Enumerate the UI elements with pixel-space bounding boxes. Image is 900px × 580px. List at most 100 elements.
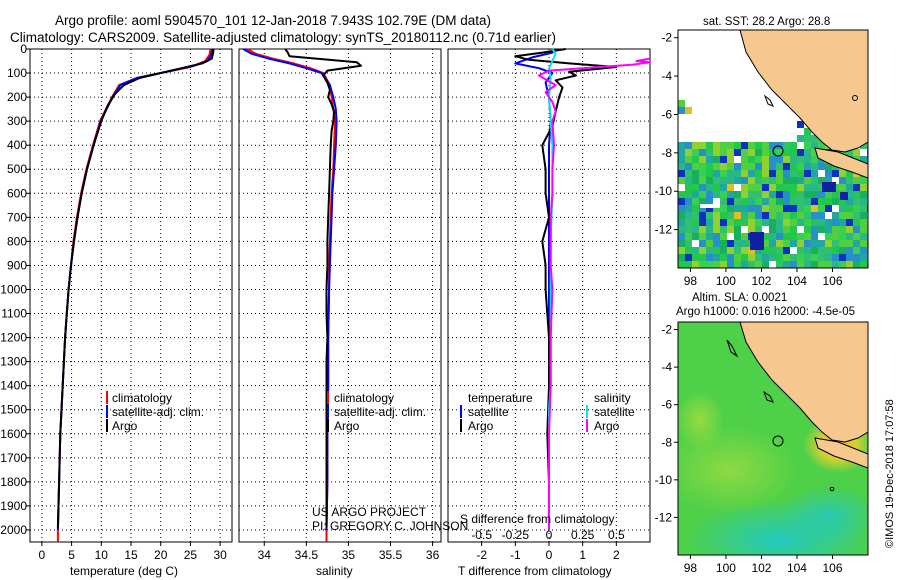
- x-tick-label: 35.5: [379, 548, 403, 562]
- sst-pixel: [706, 149, 713, 156]
- map-y-tick-label: -12: [655, 510, 673, 524]
- sst-pixel: [797, 163, 804, 170]
- sst-pixel: [853, 261, 860, 268]
- y-tick-label: 300: [7, 114, 27, 128]
- sst-pixel: [706, 156, 713, 163]
- sst-pixel: [811, 177, 818, 184]
- sst-pixel: [853, 184, 860, 191]
- sst-anomaly-patch: [822, 182, 836, 192]
- sumatra-landmass: [739, 322, 868, 443]
- sst-pixel: [741, 247, 748, 254]
- sst-pixel: [755, 177, 762, 184]
- sst-pixel: [685, 226, 692, 233]
- sst-pixel: [706, 163, 713, 170]
- sst-pixel: [832, 240, 839, 247]
- legend-title-salinity: salinity: [594, 391, 631, 405]
- sst-pixel: [741, 198, 748, 205]
- sst-pixel: [762, 177, 769, 184]
- series-line-satellite-adj-clim-: [242, 48, 338, 531]
- sst-pixel: [790, 184, 797, 191]
- sst-pixel: [776, 142, 783, 149]
- map-x-tick-label: 98: [684, 561, 698, 575]
- sst-pixel: [699, 156, 706, 163]
- sst-pixel: [762, 184, 769, 191]
- sst-pixel: [734, 219, 741, 226]
- map-y-tick-label: -6: [661, 107, 672, 121]
- sst-pixel: [853, 212, 860, 219]
- sst-pixel: [762, 219, 769, 226]
- sst-pixel: [790, 219, 797, 226]
- sst-pixel: [818, 142, 825, 149]
- sst-pixel: [818, 226, 825, 233]
- sst-pixel: [720, 149, 727, 156]
- sst-pixel: [762, 198, 769, 205]
- sst-pixel: [699, 247, 706, 254]
- map-x-tick-label: 104: [787, 274, 807, 288]
- sst-pixel: [706, 198, 713, 205]
- sst-pixel: [748, 226, 755, 233]
- sst-pixel: [776, 205, 783, 212]
- sst-pixel: [839, 198, 846, 205]
- sst-pixel: [706, 261, 713, 268]
- sst-pixel: [860, 156, 867, 163]
- sst-pixel: [734, 254, 741, 261]
- sst-pixel: [720, 233, 727, 240]
- sst-pixel: [741, 177, 748, 184]
- figure-title-line2: Climatology: CARS2009. Satellite-adjuste…: [10, 30, 556, 45]
- sst-pixel: [853, 247, 860, 254]
- sst-pixel: [776, 149, 783, 156]
- sst-pixel: [797, 149, 804, 156]
- sst-pixel: [748, 149, 755, 156]
- sst-pixel: [706, 240, 713, 247]
- sst-pixel: [790, 156, 797, 163]
- sst-pixel: [678, 226, 685, 233]
- sst-pixel: [713, 149, 720, 156]
- y-tick-label: 600: [7, 186, 27, 200]
- sst-pixel: [720, 163, 727, 170]
- sst-pixel: [783, 247, 790, 254]
- sst-pixel: [811, 247, 818, 254]
- sst-pixel: [811, 198, 818, 205]
- sst-pixel: [797, 170, 804, 177]
- sst-pixel: [741, 219, 748, 226]
- sst-pixel: [727, 240, 734, 247]
- sumatra-landmass: [739, 30, 868, 153]
- temperature-axis-label: temperature (deg C): [70, 564, 178, 578]
- sst-pixel: [846, 261, 853, 268]
- sst-pixel: [846, 233, 853, 240]
- sst-pixel: [692, 198, 699, 205]
- sst-pixel: [825, 233, 832, 240]
- sst-pixel: [839, 226, 846, 233]
- sst-pixel: [734, 163, 741, 170]
- sst-pixel: [734, 198, 741, 205]
- y-tick-label: 1700: [0, 451, 27, 465]
- sst-pixel: [699, 233, 706, 240]
- legend-label-s-argo: Argo: [594, 419, 620, 433]
- sst-pixel: [818, 184, 825, 191]
- island-outline: [762, 390, 774, 403]
- sst-pixel: [699, 198, 706, 205]
- sst-pixel: [762, 170, 769, 177]
- sst-pixel: [804, 233, 811, 240]
- sst-pixel: [706, 219, 713, 226]
- sst-pixel: [839, 205, 846, 212]
- sst-pixel: [727, 254, 734, 261]
- sst-pixel: [797, 240, 804, 247]
- sst-pixel: [720, 254, 727, 261]
- sst-pixel: [755, 184, 762, 191]
- sst-pixel: [727, 226, 734, 233]
- series-line-climatology: [246, 48, 336, 542]
- sst-pixel: [783, 191, 790, 198]
- sst-pixel: [790, 142, 797, 149]
- sst-pixel: [790, 212, 797, 219]
- legend-label-t-satellite: satellite: [468, 405, 509, 419]
- sst-pixel: [678, 198, 685, 205]
- x-tick-label: 35: [342, 548, 356, 562]
- sst-pixel: [762, 205, 769, 212]
- sst-pixel: [818, 191, 825, 198]
- sst-pixel: [776, 156, 783, 163]
- sst-pixel: [748, 261, 755, 268]
- sst-pixel: [769, 163, 776, 170]
- sst-pixel: [699, 226, 706, 233]
- island-outline: [852, 95, 858, 101]
